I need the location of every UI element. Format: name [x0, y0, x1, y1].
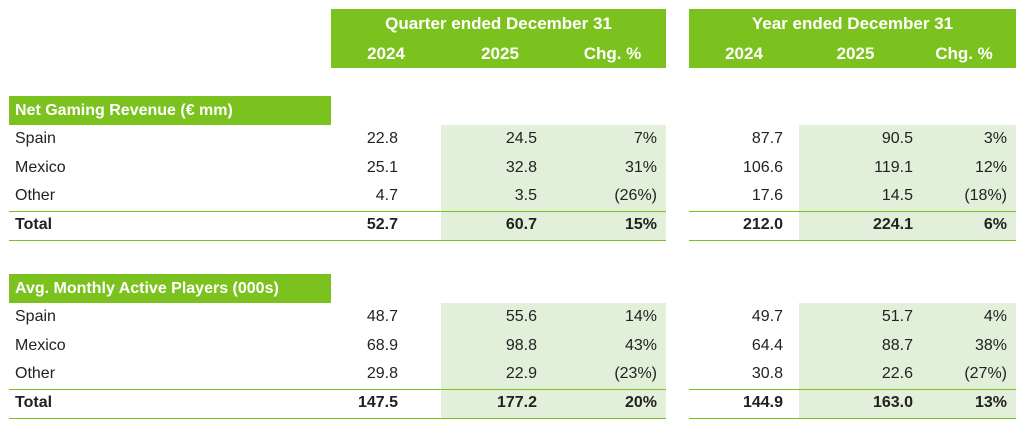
year-cell-other-2: (27%)	[964, 365, 1007, 383]
year-cell-spain-0: 87.7	[751, 130, 783, 148]
rule-top-total-q-0	[9, 210, 666, 212]
row-label-other: Other	[15, 187, 56, 205]
quarter-cell-total-2: 15%	[624, 215, 657, 233]
year-col-2025: 2025	[836, 43, 875, 63]
quarter-cell-spain-2: 7%	[633, 130, 657, 148]
quarter-cell-total-0: 147.5	[357, 393, 398, 411]
shade-quarter-revenue	[441, 125, 666, 240]
year-cell-total-1: 224.1	[872, 215, 913, 233]
row-label-other: Other	[15, 365, 56, 383]
quarter-cell-spain-0: 22.8	[366, 130, 398, 148]
rule-bottom-total-y-1	[689, 418, 1016, 419]
quarter-cell-mexico-2: 43%	[624, 336, 657, 354]
section-title-revenue: Net Gaming Revenue (€ mm)	[9, 96, 331, 125]
year-cell-mexico-0: 106.6	[742, 158, 783, 176]
rule-bottom-total-y-0	[689, 240, 1016, 241]
year-cell-spain-1: 90.5	[881, 130, 913, 148]
year-cell-total-1: 163.0	[872, 393, 913, 411]
quarter-cell-mexico-1: 98.8	[505, 336, 537, 354]
rule-top-total-y-1	[689, 388, 1016, 390]
quarter-cell-mexico-1: 32.8	[505, 158, 537, 176]
shade-year-players	[799, 303, 1016, 418]
year-cell-mexico-2: 38%	[974, 336, 1007, 354]
row-label-mexico: Mexico	[15, 158, 66, 176]
year-cell-other-1: 22.6	[881, 365, 913, 383]
rule-bottom-total-q-1	[9, 418, 666, 419]
quarter-cell-other-2: (23%)	[614, 365, 657, 383]
quarter-col-chg: Chg. %	[583, 43, 642, 63]
quarter-cell-other-2: (26%)	[614, 187, 657, 205]
row-label-mexico: Mexico	[15, 336, 66, 354]
year-cell-other-2: (18%)	[964, 187, 1007, 205]
row-label-total: Total	[15, 215, 53, 233]
year-year-row: 2024 2025 Chg. %	[689, 39, 1016, 68]
year-cell-other-1: 14.5	[881, 187, 913, 205]
year-col-2024: 2024	[725, 43, 763, 63]
quarter-cell-spain-0: 48.7	[366, 308, 398, 326]
year-cell-spain-2: 4%	[983, 308, 1007, 326]
shade-quarter-players	[441, 303, 666, 418]
quarter-cell-spain-2: 14%	[624, 308, 657, 326]
rule-top-total-q-1	[9, 388, 666, 390]
year-cell-mexico-2: 12%	[974, 158, 1007, 176]
quarter-cell-total-1: 177.2	[496, 393, 537, 411]
quarter-cell-mexico-0: 25.1	[366, 158, 398, 176]
quarter-cell-mexico-2: 31%	[624, 158, 657, 176]
year-cell-spain-0: 49.7	[751, 308, 783, 326]
year-cell-other-0: 30.8	[751, 365, 783, 383]
quarter-cell-spain-1: 55.6	[505, 308, 537, 326]
year-cell-mexico-1: 88.7	[881, 336, 913, 354]
quarter-col-2025: 2025	[481, 43, 519, 63]
row-label-spain: Spain	[15, 130, 56, 148]
quarter-cell-total-0: 52.7	[366, 215, 398, 233]
quarter-cell-other-0: 29.8	[366, 365, 398, 383]
quarter-cell-total-1: 60.7	[505, 215, 537, 233]
quarter-col-2024: 2024	[367, 43, 405, 63]
row-label-spain: Spain	[15, 308, 56, 326]
year-cell-other-0: 17.6	[751, 187, 783, 205]
quarter-header: Quarter ended December 31	[331, 9, 666, 39]
quarter-cell-other-1: 22.9	[505, 365, 537, 383]
year-cell-spain-1: 51.7	[881, 308, 913, 326]
year-cell-total-2: 6%	[983, 215, 1007, 233]
quarter-cell-total-2: 20%	[624, 393, 657, 411]
year-cell-total-2: 13%	[974, 393, 1007, 411]
quarter-cell-mexico-0: 68.9	[366, 336, 398, 354]
shade-year-revenue	[799, 125, 1016, 240]
year-cell-mexico-1: 119.1	[874, 158, 913, 176]
quarter-year-row: 2024 2025 Chg. %	[331, 39, 666, 68]
year-header: Year ended December 31	[689, 9, 1016, 39]
year-cell-total-0: 144.9	[742, 393, 783, 411]
rule-bottom-total-q-0	[9, 240, 666, 241]
quarter-cell-spain-1: 24.5	[505, 130, 537, 148]
rule-top-total-y-0	[689, 210, 1016, 212]
year-cell-total-0: 212.0	[742, 215, 783, 233]
quarter-cell-other-1: 3.5	[514, 187, 537, 205]
year-col-chg: Chg. %	[935, 43, 993, 63]
year-cell-spain-2: 3%	[983, 130, 1007, 148]
row-label-total: Total	[15, 393, 53, 411]
year-cell-mexico-0: 64.4	[751, 336, 783, 354]
quarter-cell-other-0: 4.7	[375, 187, 398, 205]
section-title-players: Avg. Monthly Active Players (000s)	[9, 274, 331, 303]
